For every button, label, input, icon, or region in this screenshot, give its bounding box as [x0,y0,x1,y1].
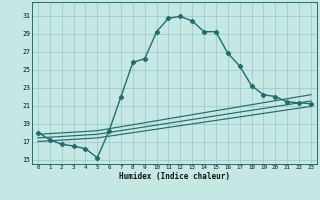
X-axis label: Humidex (Indice chaleur): Humidex (Indice chaleur) [119,172,230,181]
